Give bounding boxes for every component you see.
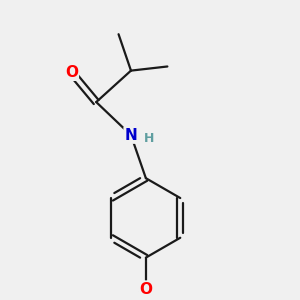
Text: O: O: [140, 282, 152, 297]
Text: O: O: [65, 65, 78, 80]
Text: H: H: [144, 132, 154, 145]
Text: N: N: [124, 128, 137, 143]
